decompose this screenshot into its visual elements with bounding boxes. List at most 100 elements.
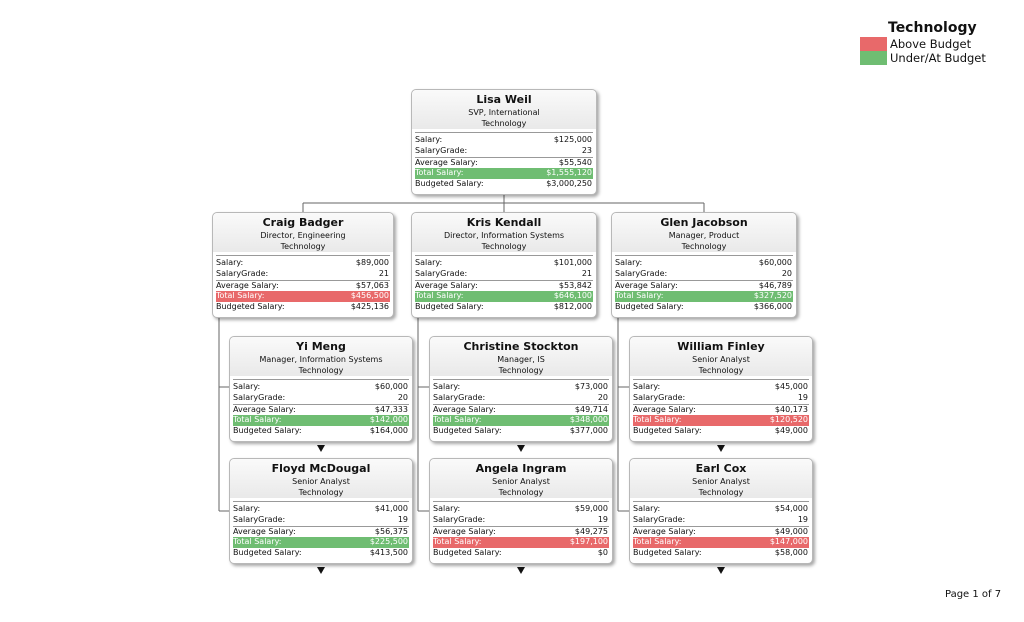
salary-row: Salary: $60,000 bbox=[233, 382, 409, 393]
salary-grade-label: SalaryGrade: bbox=[216, 268, 269, 278]
total-salary-value: $327,520 bbox=[753, 291, 792, 300]
total-salary-value: $225,500 bbox=[369, 537, 408, 546]
employee-card[interactable]: Floyd McDougal Senior Analyst Technology… bbox=[229, 458, 413, 564]
salary-row: Salary: $45,000 bbox=[633, 382, 809, 393]
total-salary-row: Total Salary: $646,100 bbox=[415, 291, 593, 302]
salary-grade-row: SalaryGrade: 20 bbox=[233, 393, 409, 404]
card-header: Yi Meng Manager, Information Systems Tec… bbox=[230, 337, 412, 376]
salary-label: Salary: bbox=[415, 135, 443, 144]
budgeted-salary-label: Budgeted Salary: bbox=[433, 547, 502, 557]
card-body: Salary: $101,000 SalaryGrade: 21 Average… bbox=[412, 255, 596, 312]
card-divider bbox=[633, 379, 809, 380]
total-salary-label: Total Salary: bbox=[633, 537, 682, 546]
total-salary-label: Total Salary: bbox=[433, 537, 482, 546]
employee-name: Floyd McDougal bbox=[271, 462, 371, 475]
budgeted-salary-row: Budgeted Salary: $413,500 bbox=[233, 548, 409, 559]
salary-grade-value: 20 bbox=[781, 268, 792, 278]
total-salary-row: Total Salary: $1,555,120 bbox=[415, 168, 593, 179]
employee-title: Manager, IS bbox=[497, 355, 545, 364]
budgeted-salary-row: Budgeted Salary: $366,000 bbox=[615, 302, 793, 313]
employee-card[interactable]: Yi Meng Manager, Information Systems Tec… bbox=[229, 336, 413, 442]
total-salary-row: Total Salary: $197,100 bbox=[433, 537, 609, 548]
card-divider bbox=[633, 501, 809, 502]
budgeted-salary-label: Budgeted Salary: bbox=[615, 301, 684, 311]
employee-card[interactable]: Earl Cox Senior Analyst Technology Salar… bbox=[629, 458, 813, 564]
salary-grade-value: 19 bbox=[797, 514, 808, 524]
salary-grade-label: SalaryGrade: bbox=[433, 514, 486, 524]
total-salary-value: $646,100 bbox=[553, 291, 592, 300]
card-divider bbox=[433, 379, 609, 380]
total-salary-row: Total Salary: $225,500 bbox=[233, 537, 409, 548]
expand-arrow-icon[interactable] bbox=[516, 567, 525, 574]
total-salary-value: $120,520 bbox=[769, 415, 808, 424]
expand-arrow-icon[interactable] bbox=[316, 567, 325, 574]
card-header: Craig Badger Director, Engineering Techn… bbox=[213, 213, 393, 252]
average-salary-label: Average Salary: bbox=[415, 280, 478, 290]
total-salary-value: $142,000 bbox=[369, 415, 408, 424]
salary-grade-row: SalaryGrade: 23 bbox=[415, 146, 593, 157]
employee-card[interactable]: Glen Jacobson Manager, Product Technolog… bbox=[611, 212, 797, 318]
card-header: Christine Stockton Manager, IS Technolog… bbox=[430, 337, 612, 376]
legend-swatch-above bbox=[860, 37, 887, 51]
salary-label: Salary: bbox=[233, 504, 261, 513]
total-salary-row: Total Salary: $456,500 bbox=[216, 291, 390, 302]
employee-name: Craig Badger bbox=[262, 216, 344, 229]
salary-label: Salary: bbox=[415, 258, 443, 267]
average-salary-label: Average Salary: bbox=[633, 526, 696, 536]
salary-grade-value: 20 bbox=[597, 392, 608, 402]
expand-arrow-icon[interactable] bbox=[716, 567, 725, 574]
total-salary-row: Total Salary: $120,520 bbox=[633, 415, 809, 426]
legend-label-above: Above Budget bbox=[890, 37, 972, 51]
salary-grade-row: SalaryGrade: 19 bbox=[433, 515, 609, 526]
employee-card[interactable]: Craig Badger Director, Engineering Techn… bbox=[212, 212, 394, 318]
total-salary-label: Total Salary: bbox=[415, 168, 464, 177]
salary-grade-row: SalaryGrade: 21 bbox=[216, 269, 390, 280]
salary-grade-row: SalaryGrade: 19 bbox=[633, 515, 809, 526]
card-body: Salary: $89,000 SalaryGrade: 21 Average … bbox=[213, 255, 393, 312]
employee-department: Technology bbox=[280, 242, 326, 251]
card-body: Salary: $125,000 SalaryGrade: 23 Average… bbox=[412, 132, 596, 189]
average-salary-value: $40,173 bbox=[774, 404, 808, 414]
employee-title: Manager, Information Systems bbox=[259, 355, 383, 364]
budgeted-salary-row: Budgeted Salary: $377,000 bbox=[433, 426, 609, 437]
budgeted-salary-row: Budgeted Salary: $3,000,250 bbox=[415, 179, 593, 190]
card-divider bbox=[233, 379, 409, 380]
legend-item-under: Under/At Budget bbox=[860, 51, 1010, 65]
page-number: Page 1 of 7 bbox=[945, 589, 1002, 600]
employee-card[interactable]: Christine Stockton Manager, IS Technolog… bbox=[429, 336, 613, 442]
total-salary-value: $197,100 bbox=[569, 537, 608, 546]
expand-arrow-icon[interactable] bbox=[516, 445, 525, 452]
budgeted-salary-row: Budgeted Salary: $58,000 bbox=[633, 548, 809, 559]
salary-grade-row: SalaryGrade: 20 bbox=[433, 393, 609, 404]
salary-label: Salary: bbox=[433, 504, 461, 513]
employee-department: Technology bbox=[298, 366, 344, 375]
employee-department: Technology bbox=[498, 488, 544, 497]
employee-title: Director, Engineering bbox=[260, 231, 346, 240]
budgeted-salary-row: Budgeted Salary: $164,000 bbox=[233, 426, 409, 437]
salary-grade-label: SalaryGrade: bbox=[233, 392, 286, 402]
budgeted-salary-value: $377,000 bbox=[569, 425, 608, 435]
salary-grade-value: 21 bbox=[581, 268, 592, 278]
expand-arrow-icon[interactable] bbox=[316, 445, 325, 452]
average-salary-row: Average Salary: $46,789 bbox=[615, 279, 793, 292]
employee-card[interactable]: Lisa Weil SVP, International Technology … bbox=[411, 89, 597, 195]
expand-arrow-icon[interactable] bbox=[716, 445, 725, 452]
employee-card[interactable]: Kris Kendall Director, Information Syste… bbox=[411, 212, 597, 318]
average-salary-row: Average Salary: $40,173 bbox=[633, 403, 809, 416]
total-salary-value: $147,000 bbox=[769, 537, 808, 546]
salary-row: Salary: $59,000 bbox=[433, 504, 609, 515]
salary-value: $41,000 bbox=[374, 504, 408, 513]
average-salary-label: Average Salary: bbox=[415, 157, 478, 167]
card-header: Earl Cox Senior Analyst Technology bbox=[630, 459, 812, 498]
card-header: Kris Kendall Director, Information Syste… bbox=[412, 213, 596, 252]
average-salary-row: Average Salary: $49,000 bbox=[633, 525, 809, 538]
employee-card[interactable]: Angela Ingram Senior Analyst Technology … bbox=[429, 458, 613, 564]
card-body: Salary: $41,000 SalaryGrade: 19 Average … bbox=[230, 501, 412, 558]
card-divider bbox=[233, 501, 409, 502]
average-salary-row: Average Salary: $57,063 bbox=[216, 279, 390, 292]
employee-card[interactable]: William Finley Senior Analyst Technology… bbox=[629, 336, 813, 442]
salary-value: $59,000 bbox=[574, 504, 608, 513]
budgeted-salary-value: $49,000 bbox=[774, 425, 808, 435]
salary-row: Salary: $54,000 bbox=[633, 504, 809, 515]
card-body: Salary: $60,000 SalaryGrade: 20 Average … bbox=[612, 255, 796, 312]
